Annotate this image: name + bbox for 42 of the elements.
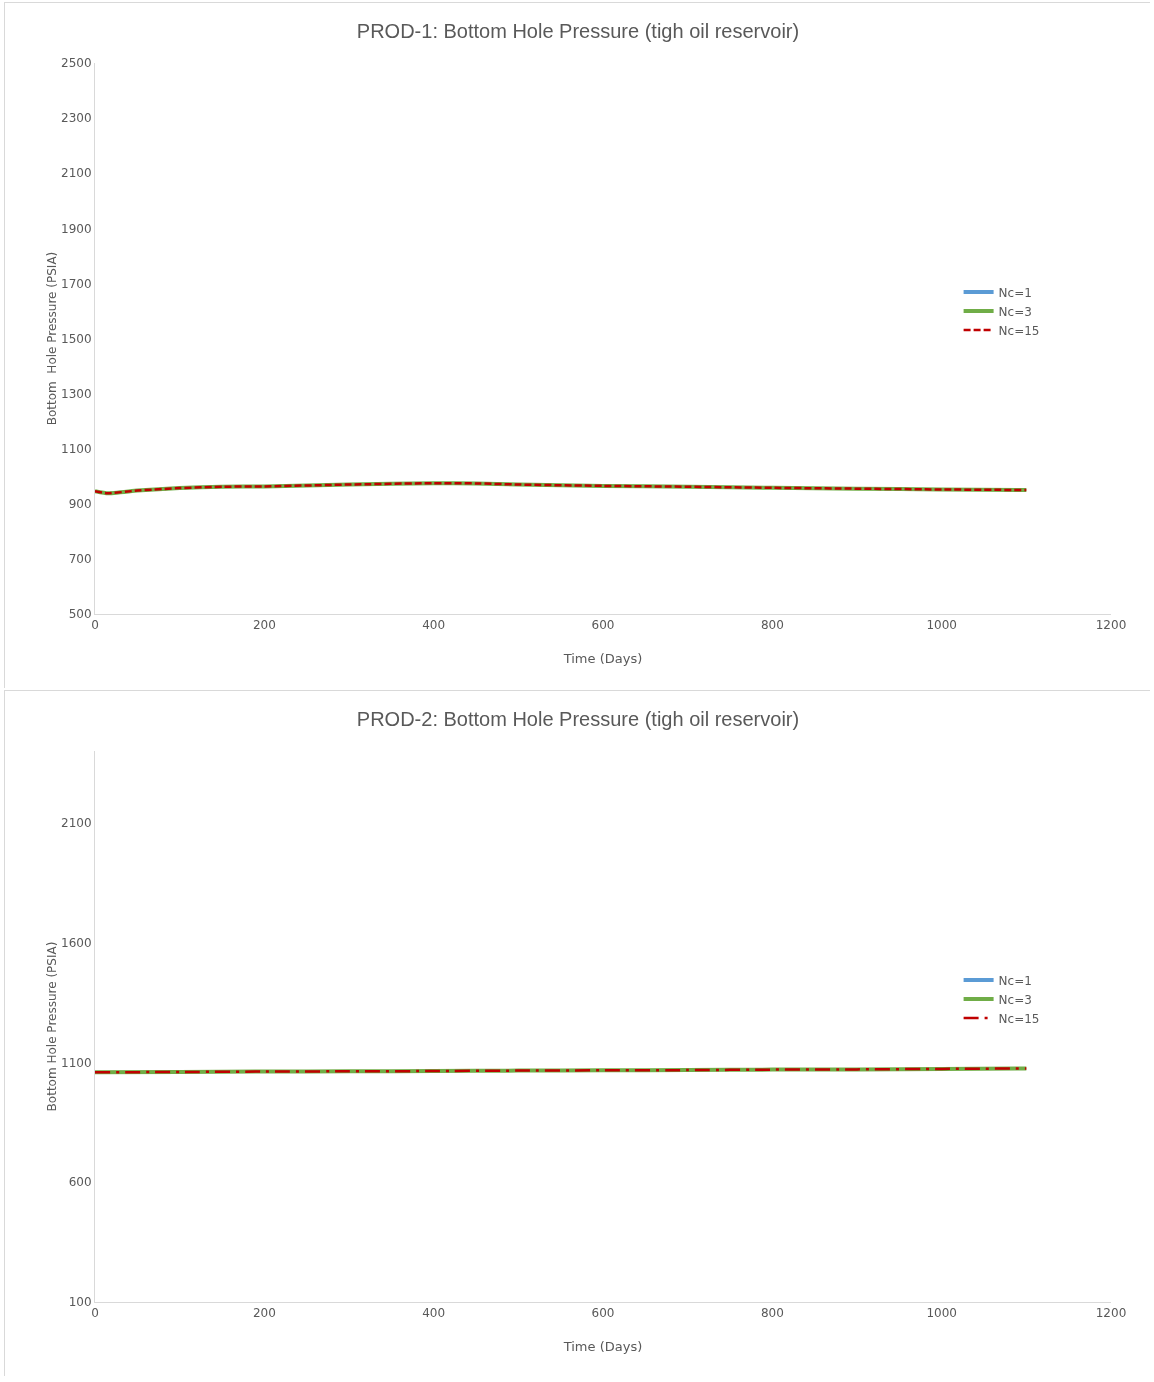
y-tick-label: 600 [68,1175,92,1190]
y-tick-label: 1600 [61,935,92,950]
y-tick-label: 1500 [61,331,92,346]
legend-label: Nc=15 [998,323,1040,338]
x-tick-label: 600 [591,618,615,633]
legend-label: Nc=3 [998,304,1032,319]
x-tick-label: 1000 [926,1306,957,1321]
x-tick-label: 1200 [1095,618,1127,633]
legend-label: Nc=1 [998,973,1032,988]
y-tick-label: 100 [68,1295,92,1310]
x-tick-label: 400 [422,618,446,633]
x-tick-label: 600 [591,1306,615,1321]
x-tick-label: 1000 [926,618,957,633]
y-axis-title: Bottom Hole Pressure (PSIA) [45,251,60,426]
legend-label: Nc=3 [998,992,1032,1007]
y-tick-label: 900 [68,497,92,511]
x-axis-title: Time (Days) [562,1339,643,1354]
y-tick-label: 1900 [61,221,92,236]
x-tick-label: 400 [422,1306,446,1321]
y-tick-label: 1700 [61,276,92,291]
legend-label: Nc=15 [998,1011,1040,1026]
y-tick-label: 2300 [61,111,92,126]
y-tick-label: 1300 [61,386,92,401]
x-tick-label: 200 [252,618,276,633]
x-tick-label: 1200 [1095,1306,1127,1321]
x-tick-label: 200 [252,1306,276,1321]
x-tick-label: 800 [760,618,784,633]
x-tick-label: 0 [91,618,99,633]
legend-label: Nc=1 [998,285,1032,300]
y-tick-label: 700 [68,552,92,567]
y-tick-label: 2100 [61,816,92,831]
y-tick-label: 1100 [61,441,92,456]
y-tick-label: 500 [68,607,92,622]
x-axis-title: Time (Days) [562,651,643,666]
y-tick-label: 2500 [61,56,92,71]
y-axis-title: Bottom Hole Pressure (PSIA) [45,941,60,1112]
y-tick-label: 1100 [61,1055,92,1070]
chart-title: PROD-2: Bottom Hole Pressure (tigh oil reservoir) [356,707,800,730]
y-tick-label: 2100 [61,166,92,181]
chart-title: PROD-1: Bottom Hole Pressure (tigh oil reservoir) [356,19,800,42]
x-tick-label: 800 [760,1306,784,1321]
x-tick-label: 0 [91,1306,99,1321]
